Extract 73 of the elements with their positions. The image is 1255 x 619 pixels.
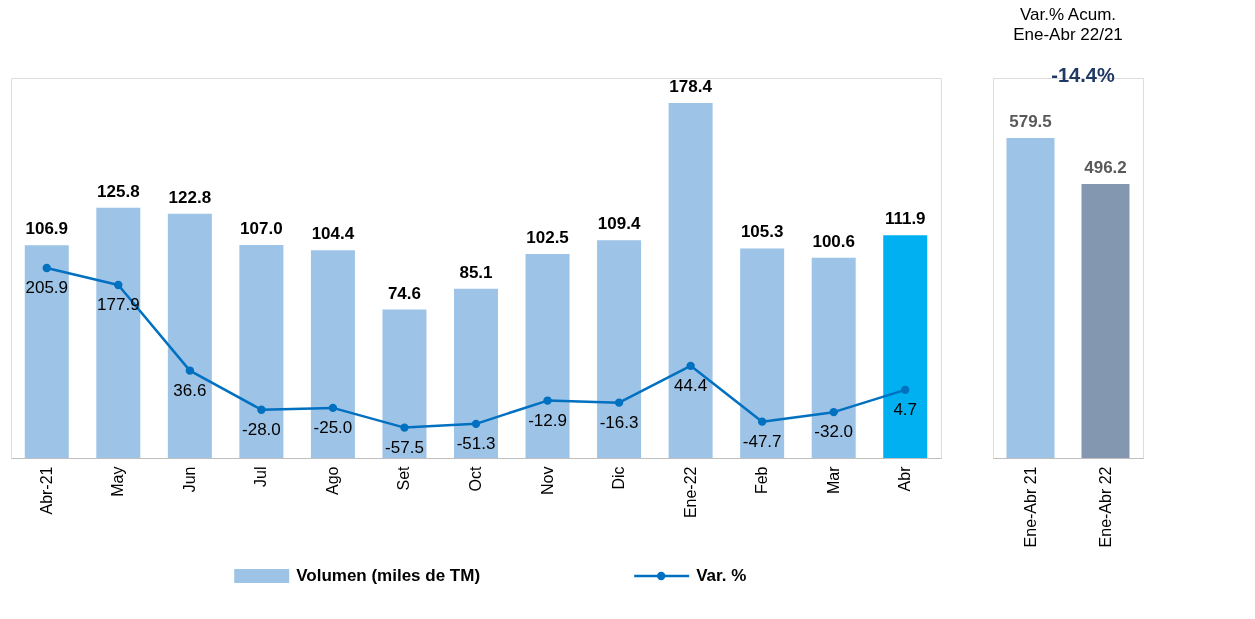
bar	[239, 245, 284, 458]
point	[901, 385, 910, 395]
data-label: 44.4	[674, 375, 708, 395]
x-tick-label: Ago	[323, 466, 341, 495]
data-label: -12.9	[528, 410, 567, 430]
bar	[310, 250, 355, 458]
point	[686, 361, 695, 371]
x-tick-label: May	[109, 466, 127, 497]
point	[328, 403, 338, 413]
data-label: 74.6	[387, 283, 422, 303]
x-tick-label: Abr-21	[37, 466, 55, 515]
x-tick-label: Nov	[538, 466, 556, 495]
data-label: 122.8	[168, 187, 212, 207]
bar	[96, 207, 141, 458]
bar	[24, 245, 69, 458]
data-label: 125.8	[97, 181, 140, 201]
bar	[597, 240, 642, 458]
x-tick-label: Set	[395, 465, 413, 491]
chart-subtitle: Ene-Abr 22/21	[1013, 25, 1123, 44]
x-tick-label: Ene-22	[681, 466, 699, 519]
data-label: 205.9	[25, 278, 69, 297]
data-label: -25.0	[313, 417, 353, 437]
bar	[382, 309, 427, 458]
point	[400, 423, 409, 432]
data-label: 100.6	[812, 231, 855, 251]
data-label: -47.7	[742, 431, 782, 451]
data-label: -28.0	[242, 419, 281, 439]
bar	[883, 235, 928, 458]
data-label: 105.3	[740, 222, 784, 242]
x-tick-label: Jun	[180, 466, 198, 493]
x-tick-label: Oct	[467, 465, 484, 492]
bar	[811, 257, 856, 458]
chart-title: Var.% Acum.	[1019, 5, 1117, 24]
legend-label: Volumen (miles de TM)	[296, 566, 481, 585]
data-label: 579.5	[1009, 112, 1052, 131]
point	[757, 417, 767, 426]
point	[471, 419, 481, 429]
bar	[740, 248, 785, 458]
legend-label: Var. %	[696, 566, 747, 585]
data-label: 36.6	[173, 380, 207, 400]
x-tick-label: Abr	[896, 465, 914, 492]
data-label: -51.3	[456, 433, 496, 453]
bar	[525, 254, 570, 458]
x-tick-label: Ene-Abr 22	[1096, 466, 1114, 548]
x-tick-label: Ene-Abr 21	[1021, 466, 1039, 548]
data-label: 496.2	[1084, 158, 1127, 177]
point	[829, 407, 838, 417]
data-label: 178.4	[669, 77, 713, 96]
data-label: 109.4	[597, 214, 641, 234]
data-label: 111.9	[884, 209, 926, 229]
data-label: -16.3	[599, 412, 639, 432]
x-tick-label: Mar	[824, 465, 842, 495]
data-label: 107.0	[240, 219, 283, 239]
data-label: 106.9	[25, 219, 69, 239]
x-tick-label: Dic	[610, 466, 628, 490]
bar	[167, 213, 212, 458]
bar	[454, 288, 498, 458]
data-label: 4.7	[893, 399, 918, 419]
point	[185, 366, 195, 375]
point	[614, 398, 624, 407]
data-label: 104.4	[311, 224, 355, 244]
data-label: -57.5	[385, 437, 424, 457]
text: -14.4%	[1051, 64, 1115, 86]
bar	[668, 103, 713, 458]
data-label: 85.1	[459, 262, 493, 282]
point	[257, 405, 266, 414]
point	[543, 396, 552, 405]
x-tick-label: Jul	[252, 466, 270, 487]
point	[114, 280, 123, 290]
x-tick-label: Feb	[753, 466, 771, 495]
data-label: -32.0	[814, 422, 854, 442]
point	[42, 263, 51, 273]
data-label: 102.5	[526, 228, 569, 248]
